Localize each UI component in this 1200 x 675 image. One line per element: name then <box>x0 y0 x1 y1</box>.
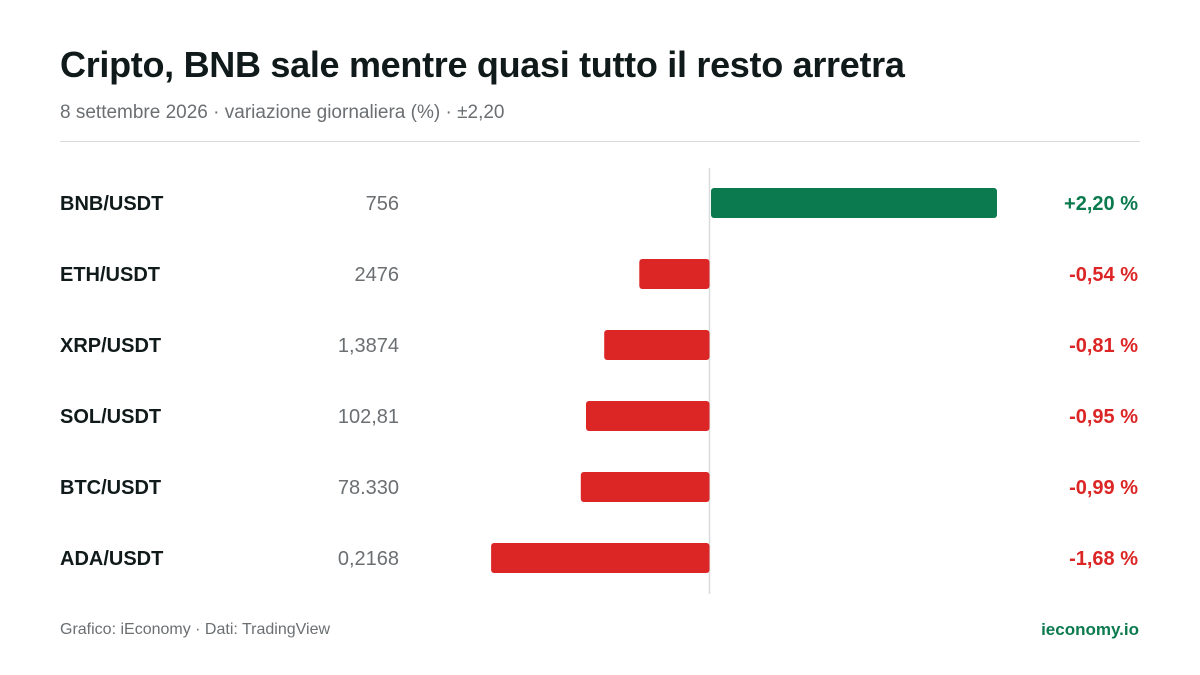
value-label: -0,95 % <box>1069 406 1138 428</box>
value-label: -0,99 % <box>1069 477 1138 499</box>
bar-ada-usdt <box>491 543 710 573</box>
chart-title: Cripto, BNB sale mentre quasi tutto il r… <box>60 44 905 85</box>
pair-label: ETH/USDT <box>60 264 160 286</box>
price-label: 102,81 <box>338 406 399 428</box>
value-label: -0,81 % <box>1069 335 1138 357</box>
pair-label: XRP/USDT <box>60 335 161 357</box>
pair-label: SOL/USDT <box>60 406 161 428</box>
price-label: 78.330 <box>338 477 399 499</box>
bar-bnb-usdt <box>711 188 997 218</box>
pair-label: BNB/USDT <box>60 193 163 215</box>
price-label: 756 <box>366 193 399 215</box>
price-label: 0,2168 <box>338 548 399 570</box>
bar-eth-usdt <box>639 259 710 289</box>
value-label: -1,68 % <box>1069 548 1138 570</box>
bar-xrp-usdt <box>604 330 710 360</box>
pair-label: BTC/USDT <box>60 477 161 499</box>
bar-sol-usdt <box>586 401 710 431</box>
source-credit: Grafico: iEconomy · Dati: TradingView <box>60 621 331 638</box>
price-label: 2476 <box>355 264 400 286</box>
brand-link[interactable]: ieconomy.io <box>1041 620 1139 639</box>
price-label: 1,3874 <box>338 335 399 357</box>
value-label: -0,54 % <box>1069 264 1138 286</box>
chart-subtitle: 8 settembre 2026 · variazione giornalier… <box>60 102 505 123</box>
value-label: +2,20 % <box>1064 193 1138 215</box>
bar-btc-usdt <box>580 472 710 502</box>
pair-label: ADA/USDT <box>60 548 163 570</box>
header-divider <box>60 141 1140 142</box>
